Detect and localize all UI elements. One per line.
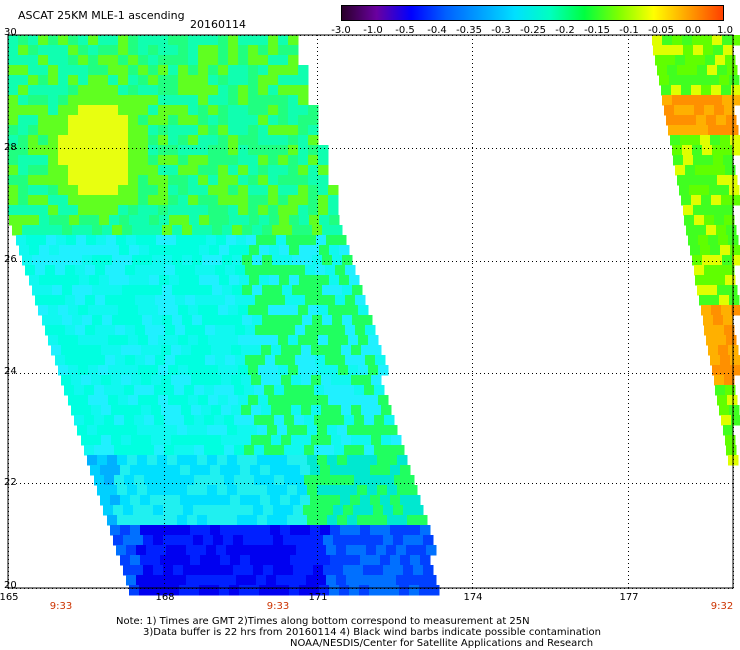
colorbar-tick-label: -3.0	[331, 25, 351, 36]
colorbar-tick-label: -0.5	[395, 25, 415, 36]
lat-label-20: 20	[4, 580, 17, 591]
swath-right	[652, 35, 740, 466]
colorbar-tick-label: -0.4	[427, 25, 447, 36]
colorbar-tick-label: -1.0	[363, 25, 383, 36]
colorbar-gradient	[341, 5, 724, 21]
colorbar-tick-label: -0.1	[619, 25, 639, 36]
colorbar-tick-label: -0.15	[584, 25, 610, 36]
note-line-1: Note: 1) Times are GMT 2)Times along bot…	[116, 616, 530, 627]
colorbar-tick-label: -0.25	[520, 25, 546, 36]
colorbar	[341, 5, 724, 21]
lat-label-26: 26	[4, 254, 17, 265]
lon-label-174: 174	[463, 592, 483, 603]
lat-label-22: 22	[4, 477, 17, 488]
colorbar-tick-label: -0.2	[555, 25, 575, 36]
colorbar-tick-label: -0.05	[648, 25, 674, 36]
time-label-1: 9:33	[49, 601, 73, 612]
time-label-3: 9:32	[710, 601, 734, 612]
map-title: ASCAT 25KM MLE-1 ascending	[18, 9, 185, 22]
lon-label-177: 177	[619, 592, 639, 603]
colorbar-tick-label: 0.0	[685, 25, 701, 36]
colorbar-tick-label: -0.3	[491, 25, 511, 36]
map-date: 20160114	[190, 18, 246, 31]
colorbar-tick-label: 1.0	[717, 25, 733, 36]
note-line-2: 3)Data buffer is 22 hrs from 20160114 4)…	[143, 627, 601, 638]
colorbar-labels: -3.0 -1.0 -0.5 -0.4 -0.35 -0.3 -0.25 -0.2 -0.15-…	[330, 25, 740, 37]
lat-label-30: 30	[4, 27, 17, 38]
note-line-3: NOAA/NESDIS/Center for Satellite Applica…	[290, 638, 594, 649]
lon-label-165: 165	[0, 592, 19, 603]
colorbar-tick-label: -0.35	[456, 25, 482, 36]
lat-label-28: 28	[4, 142, 17, 153]
lon-label-168: 168	[155, 592, 175, 603]
time-label-2: 9:33	[266, 601, 290, 612]
swath-left	[8, 35, 440, 596]
lon-label-171: 171	[308, 592, 328, 603]
map-frame	[7, 34, 734, 589]
lat-label-24: 24	[4, 366, 17, 377]
